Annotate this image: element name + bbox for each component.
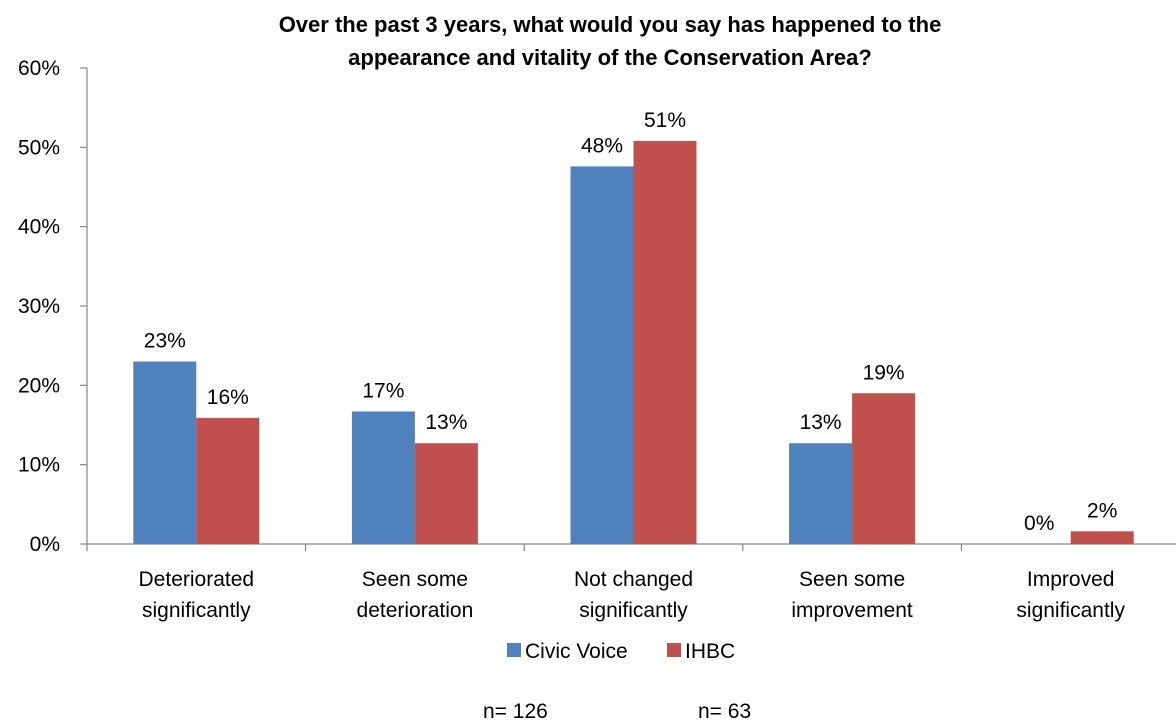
legend-label: Civic Voice [525,640,628,663]
bar-ihbc [414,443,478,544]
chart-title-line: appearance and vitality of the Conservat… [348,45,872,70]
y-tick-label: 50% [18,136,60,159]
data-label: 23% [144,330,186,353]
y-tick-label: 0% [30,533,60,556]
legend-swatch [507,643,521,657]
data-label: 17% [362,380,404,403]
legend-label: IHBC [685,640,735,663]
sample-size-note: n= 126 [483,700,548,720]
y-tick-label: 30% [18,295,60,318]
y-tick-label: 40% [18,216,60,239]
data-label: 51% [644,109,686,132]
data-label: 16% [207,386,249,409]
x-category-label: significantly [1016,599,1125,622]
bar-civic-voice [133,361,197,544]
data-label: 48% [581,134,623,157]
x-category-label: significantly [142,599,251,622]
x-category-label: Seen some [799,568,905,591]
x-category-label: Deteriorated [139,568,255,591]
y-tick-label: 60% [18,57,60,80]
chart-title-line: Over the past 3 years, what would you sa… [279,12,942,37]
data-label: 13% [800,411,842,434]
x-category-label: improvement [791,599,913,622]
y-tick-label: 10% [18,454,60,477]
y-tick-label: 20% [18,374,60,397]
data-label: 2% [1087,499,1117,522]
bar-civic-voice [351,411,415,544]
data-label: 0% [1024,512,1054,535]
x-category-label: Seen some [362,568,468,591]
data-label: 13% [425,411,467,434]
bar-civic-voice [789,443,853,544]
bar-ihbc [196,417,260,544]
sample-size-note: n= 63 [698,700,751,720]
bar-ihbc [1070,531,1134,544]
bar-civic-voice [570,166,634,544]
x-category-label: significantly [579,599,688,622]
x-category-label: Not changed [574,568,693,591]
bar-ihbc [852,393,916,544]
x-category-label: Improved [1027,568,1115,591]
x-category-label: deterioration [357,599,474,622]
bar-ihbc [633,140,697,544]
legend-swatch [667,643,681,657]
data-label: 19% [863,361,905,384]
